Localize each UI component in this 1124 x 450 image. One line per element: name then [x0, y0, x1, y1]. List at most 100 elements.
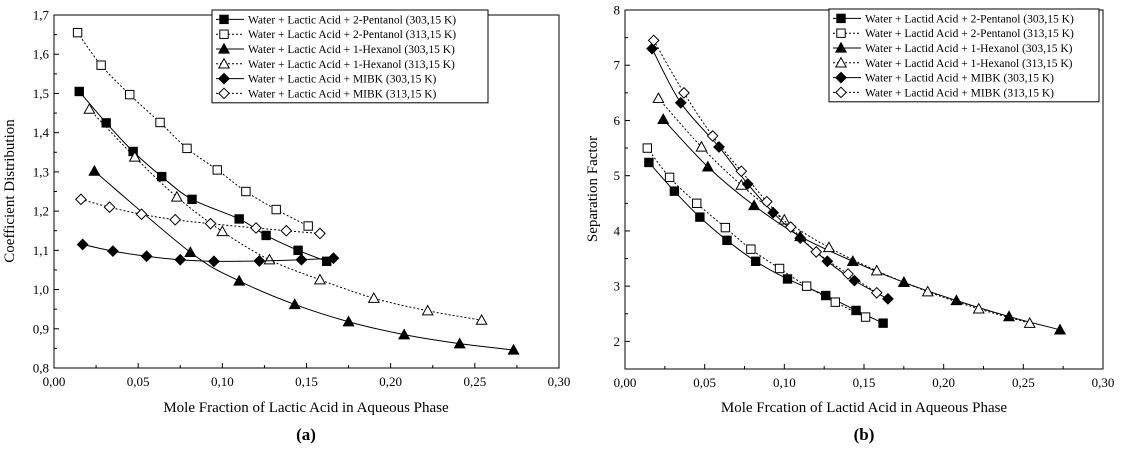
data-point	[748, 199, 761, 211]
data-point	[174, 253, 187, 266]
data-point	[157, 171, 167, 182]
chart-panel-a: 0,00 0,05 0,10 0,15 0,20 0,25 0,30 0,8 0,9 1,0 1,1…	[2, 8, 570, 445]
series-line	[658, 98, 1030, 324]
data-point	[313, 273, 327, 285]
data-point	[801, 281, 812, 291]
data-point	[782, 274, 793, 284]
x-tick-label: 0,15	[295, 374, 318, 389]
data-point	[1053, 323, 1067, 335]
data-point	[271, 204, 281, 215]
legend-item: Water + Lactic Acid + 1-Hexanol (303,15 …	[216, 42, 455, 56]
x-tick-label: 0,30	[1092, 375, 1115, 390]
legend-marker	[219, 29, 229, 39]
series-1	[74, 86, 332, 267]
data-point	[774, 263, 785, 274]
legend-label: Water + Lactic Acid + 1-Hexanol (313,15 …	[248, 59, 455, 71]
series-6	[647, 34, 883, 299]
data-point	[101, 118, 111, 128]
legend-marker	[836, 13, 846, 24]
axis-ticks: 0,00 0,05 0,10 0,15 0,20 0,25 0,30 0,8 0,9 1,0 1,1…	[33, 8, 571, 390]
data-point	[760, 195, 773, 208]
data-point	[314, 227, 326, 240]
data-point	[155, 117, 165, 128]
data-point	[75, 193, 87, 206]
data-point	[822, 241, 835, 253]
data-point	[860, 312, 871, 322]
data-point	[692, 198, 702, 209]
data-point	[234, 214, 244, 224]
y-tick-label: 1,2	[33, 204, 49, 219]
legend-marker	[835, 86, 847, 99]
data-point	[187, 194, 197, 205]
series-4	[83, 102, 488, 325]
y-axis-label: Separation Factor	[585, 136, 601, 242]
series-line	[78, 91, 327, 262]
data-point	[657, 113, 670, 125]
legend-label: Water + Lactid Acid + MIBK (303,15 K)	[865, 73, 1054, 85]
y-tick-label: 4	[614, 223, 621, 238]
series-2	[72, 27, 313, 231]
data-point	[250, 222, 262, 234]
y-tick-label: 5	[614, 168, 621, 183]
data-point	[295, 253, 308, 266]
data-point	[96, 60, 106, 70]
legend-item: Water + Lactid Acid + MIBK (303,15 K)	[833, 71, 1054, 85]
legend-marker	[834, 41, 848, 53]
y-tick-label: 1,6	[33, 47, 50, 62]
legend: Water + Lactid Acid + 2-Pentanol (303,15…	[828, 8, 1100, 103]
data-point	[169, 213, 182, 226]
data-point	[453, 337, 466, 349]
legend-label: Water + Lactic Acid + 2-Pentanol (303,15…	[248, 14, 456, 26]
data-point	[647, 34, 660, 47]
series-2	[642, 143, 871, 322]
x-tick-label: 0,20	[379, 374, 402, 389]
data-point	[695, 212, 705, 222]
data-point	[784, 221, 797, 233]
data-point	[750, 256, 761, 267]
data-point	[475, 313, 488, 325]
data-point	[851, 305, 861, 316]
x-tick-label: 0,20	[932, 375, 955, 390]
series-3	[88, 164, 520, 355]
y-axis-label: Coefficient Distribution	[2, 119, 18, 263]
data-point	[652, 92, 665, 104]
legend-item: Water + Lactic Acid + 2-Pentanol (303,15…	[216, 14, 456, 26]
data-point	[241, 186, 251, 197]
legend-marker	[219, 14, 229, 25]
data-point	[421, 304, 434, 316]
x-tick-label: 0,05	[693, 375, 716, 390]
data-point	[303, 221, 313, 231]
data-point	[398, 328, 411, 340]
data-point	[881, 292, 894, 305]
data-point	[88, 164, 101, 176]
data-point	[735, 165, 748, 178]
data-point	[288, 298, 301, 310]
data-point	[263, 253, 276, 265]
data-point	[280, 224, 293, 237]
legend-label: Water + Lactic Acid + MIBK (303,15 K)	[248, 74, 436, 86]
data-point	[794, 232, 807, 245]
y-tick-label: 0,8	[33, 361, 49, 376]
data-point	[821, 290, 831, 301]
data-point	[767, 206, 780, 219]
data-point	[720, 222, 731, 233]
legend-marker	[835, 71, 847, 84]
data-point	[128, 150, 141, 162]
data-point	[204, 217, 217, 230]
data-point	[212, 165, 222, 175]
y-tick-label: 1,1	[33, 243, 49, 258]
y-tick-label: 6	[614, 113, 621, 128]
series-line	[77, 32, 309, 227]
data-point	[821, 255, 834, 268]
legend-marker	[217, 42, 231, 54]
data-point	[870, 264, 883, 276]
x-tick-label: 0,15	[853, 375, 876, 390]
legend-item: Water + Lactid Acid + MIBK (313,15 K)	[833, 86, 1054, 99]
data-point	[669, 186, 680, 196]
x-tick-label: 0,30	[548, 374, 571, 389]
data-point	[972, 302, 985, 314]
data-point	[870, 286, 883, 299]
axis-ticks: 0,00 0,05 0,10 0,15 0,20 0,25 0,30 2 3 4 5 6 7 8	[614, 3, 1115, 391]
data-point	[182, 143, 192, 154]
